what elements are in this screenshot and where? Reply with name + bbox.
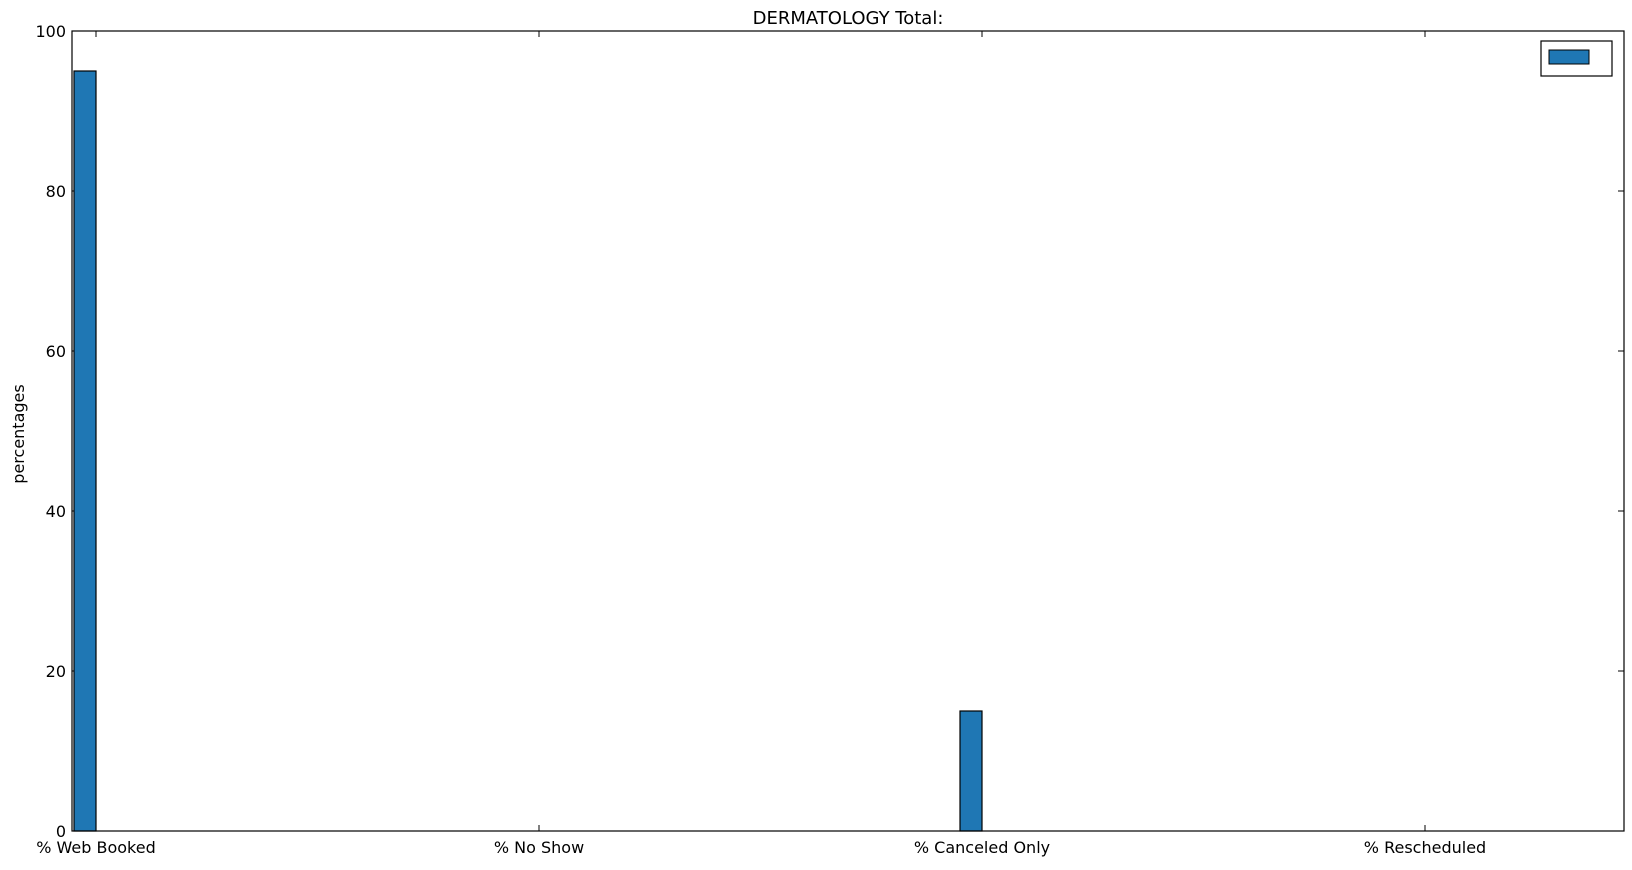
ticks-layer: 0 20 40 60 80 100 % Web Booked % No Show % Cance…: [35, 22, 1624, 857]
y-tick-label: 0: [56, 822, 66, 841]
x-tick-label: % Rescheduled: [1364, 838, 1486, 857]
y-tick-label: 40: [46, 502, 66, 521]
y-tick-label: 60: [46, 342, 66, 361]
legend-swatch: [1548, 49, 1590, 65]
y-tick-label: 80: [46, 182, 66, 201]
x-tick-label: % Web Booked: [36, 838, 156, 857]
bars-layer: [73, 70, 983, 832]
x-tick-label: % No Show: [494, 838, 584, 857]
chart-title: DERMATOLOGY Total:: [753, 8, 944, 29]
legend: [1540, 40, 1613, 77]
y-tick-label: 100: [35, 22, 66, 41]
bar: [959, 710, 983, 832]
x-tick-label: % Canceled Only: [914, 838, 1050, 857]
y-tick-label: 20: [46, 662, 66, 681]
bar: [73, 70, 97, 832]
plot-frame: [71, 30, 1625, 832]
y-axis-label: percentages: [9, 384, 28, 483]
